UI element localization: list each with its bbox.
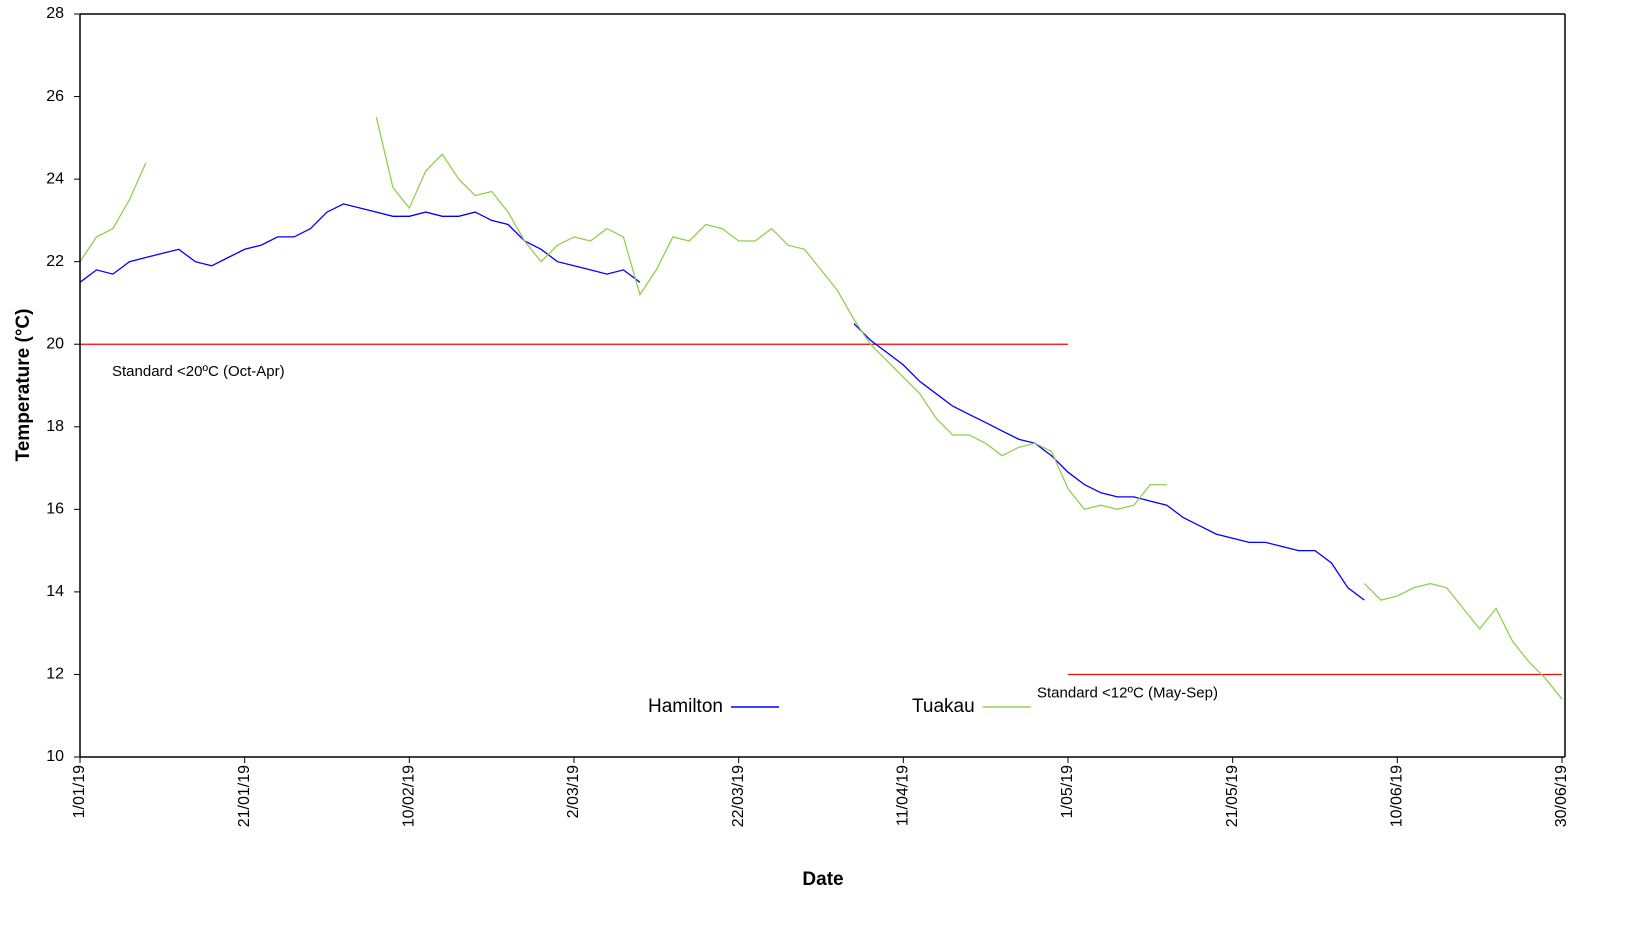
x-tick-label: 21/01/19 [236, 765, 253, 827]
y-tick-label: 14 [46, 583, 64, 600]
x-tick-label: 10/02/19 [401, 765, 418, 827]
y-tick-label: 24 [46, 170, 64, 187]
x-axis-title: Date [802, 869, 843, 890]
x-tick-label: 30/06/19 [1553, 765, 1570, 827]
y-tick-label: 20 [46, 335, 64, 352]
reference-label: Standard <20ºC (Oct-Apr) [112, 363, 285, 380]
legend-label: Tuakau [912, 696, 975, 717]
y-tick-label: 12 [46, 666, 64, 683]
y-tick-label: 22 [46, 253, 64, 270]
x-tick-label: 21/05/19 [1224, 765, 1241, 827]
x-tick-label: 2/03/19 [565, 765, 582, 818]
y-tick-label: 16 [46, 501, 64, 518]
legend-label: Hamilton [648, 696, 723, 717]
data-line [79, 203, 1365, 601]
x-tick-label: 10/06/19 [1389, 765, 1406, 827]
x-tick-label: 1/05/19 [1059, 765, 1076, 818]
x-tick-label: 11/04/19 [895, 765, 912, 826]
y-tick-label: 28 [46, 5, 64, 22]
reference-label: Standard <12ºC (May-Sep) [1037, 684, 1218, 701]
y-tick-label: 26 [46, 88, 64, 105]
data-line [79, 117, 1563, 700]
y-axis-title: Temperature (°C) [13, 309, 34, 462]
x-tick-label: 22/03/19 [730, 765, 747, 827]
y-tick-label: 18 [46, 418, 64, 435]
y-tick-label: 10 [46, 748, 64, 765]
x-tick-label: 1/01/19 [71, 765, 88, 818]
